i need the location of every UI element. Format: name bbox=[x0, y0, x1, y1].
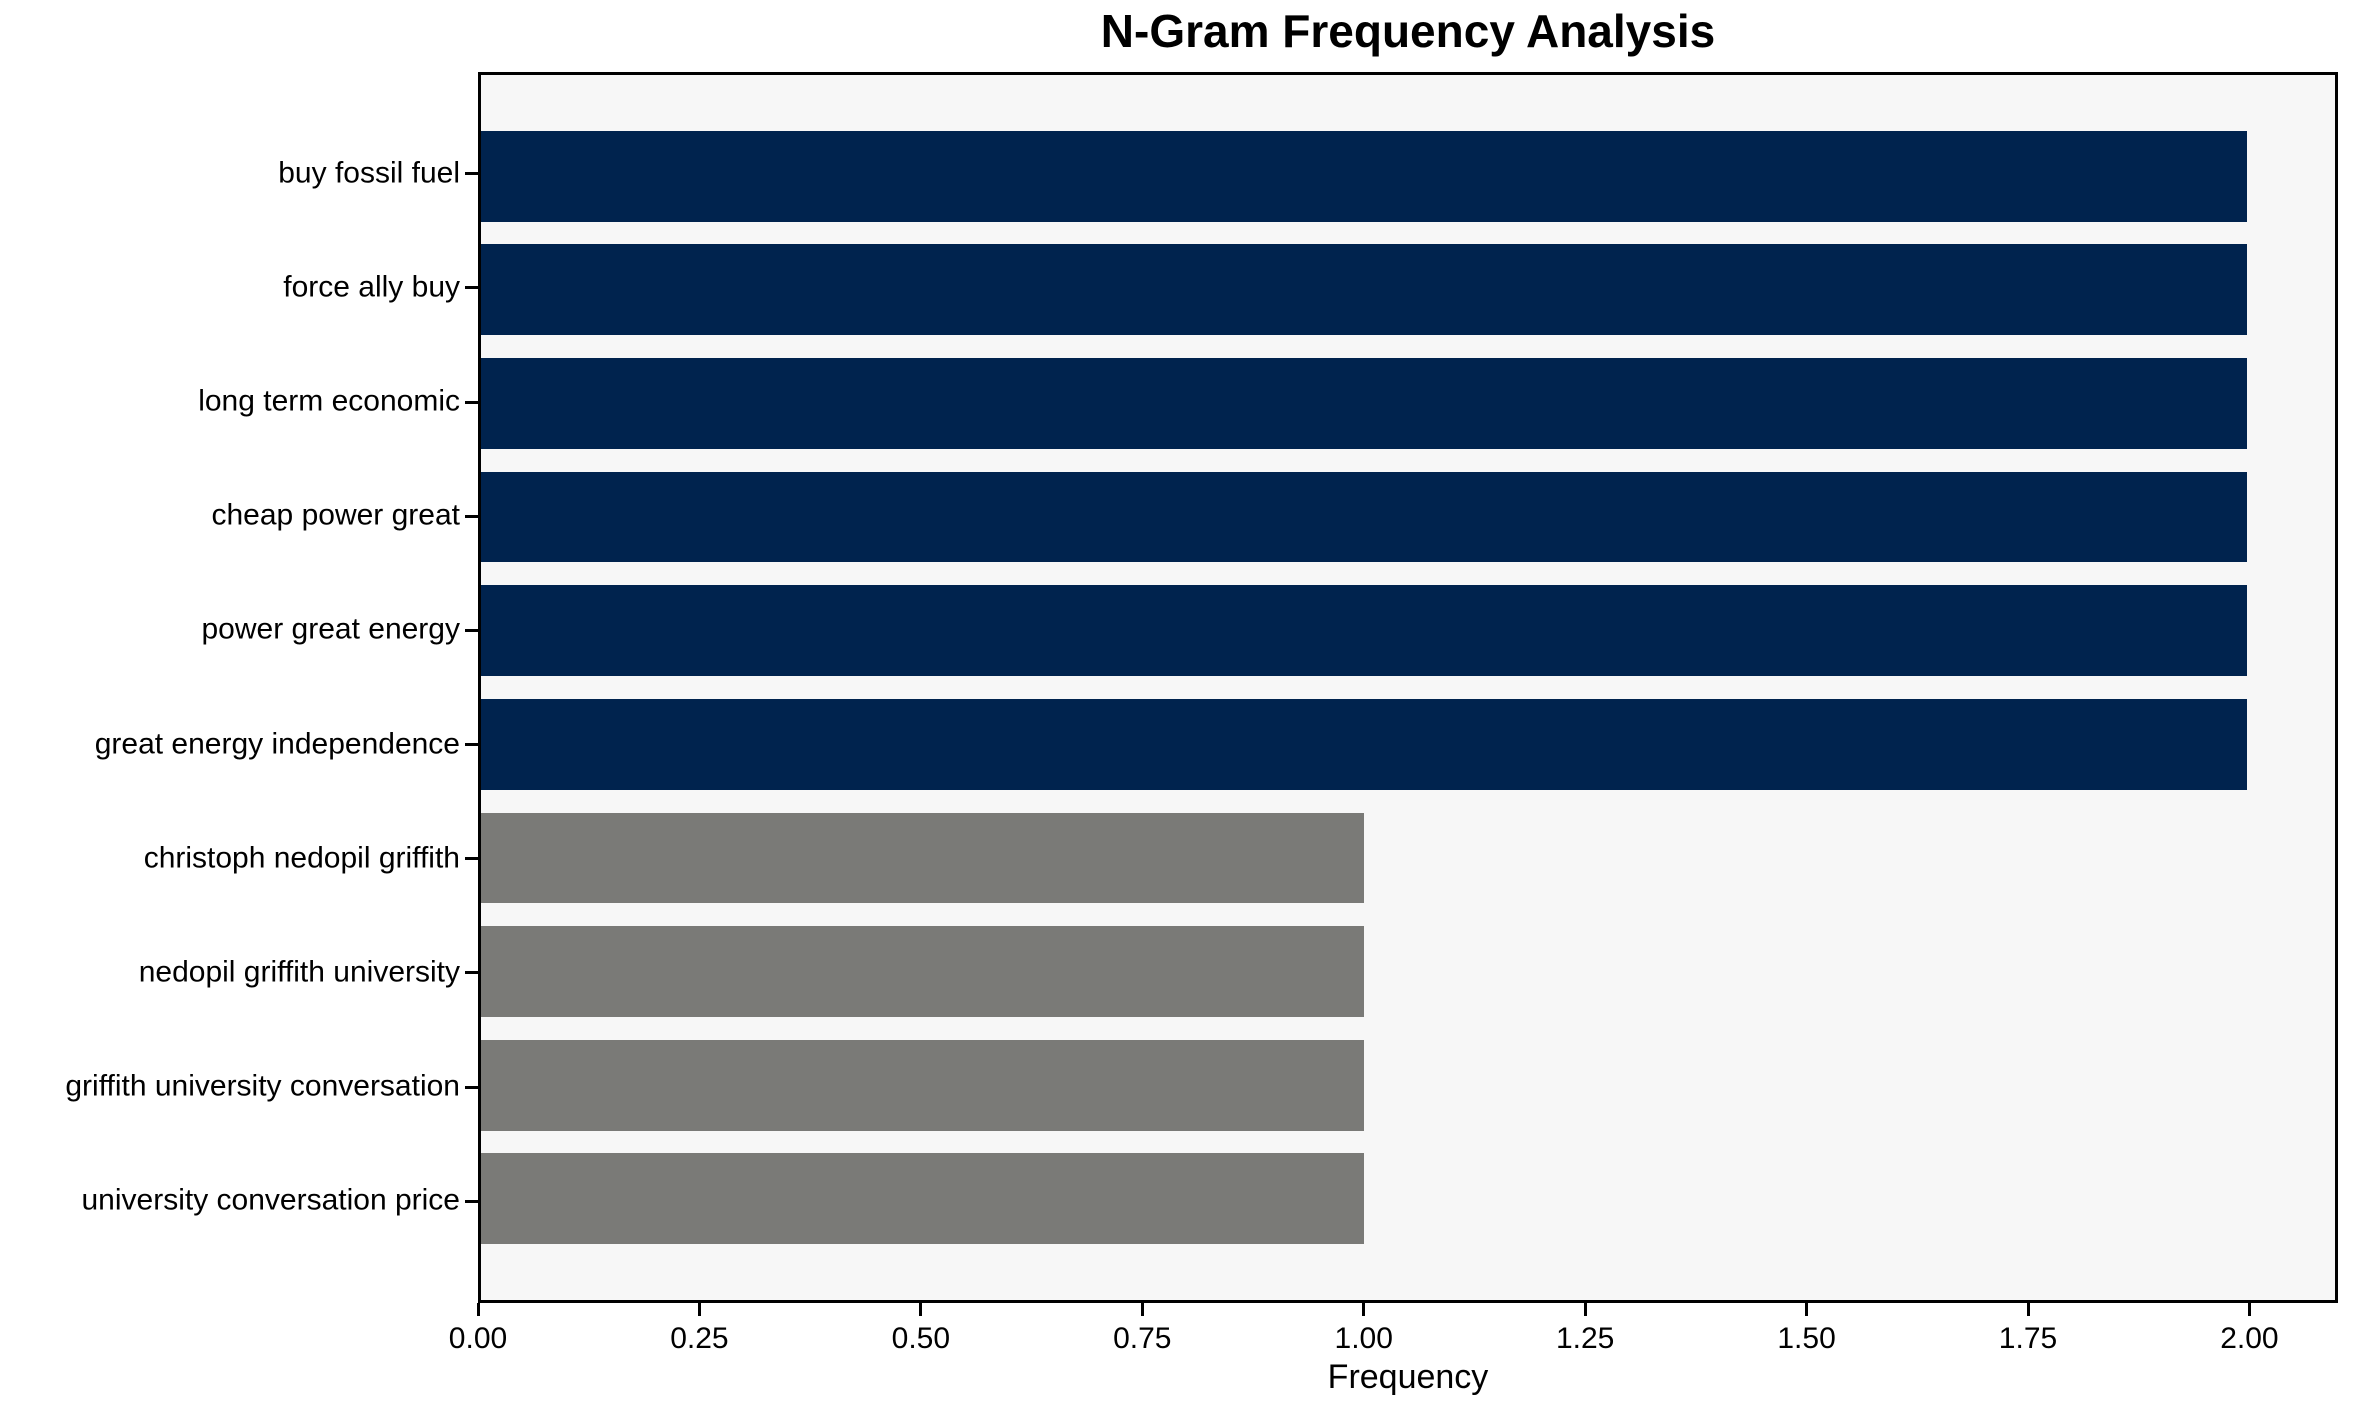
x-tick-mark bbox=[1140, 1303, 1144, 1316]
y-tick-label: long term economic bbox=[198, 384, 460, 418]
x-tick-label: 1.50 bbox=[1777, 1322, 1836, 1355]
x-tick-label: 1.75 bbox=[1998, 1322, 2058, 1355]
x-tick-label: 0.25 bbox=[670, 1322, 729, 1355]
y-tick-mark bbox=[465, 971, 478, 975]
y-tick-mark bbox=[465, 172, 478, 176]
y-tick-mark bbox=[465, 1199, 478, 1203]
y-tick-mark bbox=[465, 628, 478, 632]
x-tick-label: 0.00 bbox=[448, 1322, 508, 1355]
y-tick-label: griffith university conversation bbox=[65, 1069, 460, 1103]
bar-force-ally-buy bbox=[481, 244, 2247, 336]
y-tick-mark bbox=[465, 1085, 478, 1089]
bar-nedopil-griffith-university bbox=[481, 926, 1364, 1018]
plot-area bbox=[478, 72, 2338, 1303]
bar-christoph-nedopil-griffith bbox=[481, 812, 1364, 904]
y-tick-label: christoph nedopil griffith bbox=[143, 841, 460, 875]
x-tick-mark bbox=[2026, 1303, 2030, 1316]
x-tick-mark bbox=[476, 1303, 480, 1316]
y-tick-mark bbox=[465, 514, 478, 518]
x-axis-title: Frequency bbox=[1327, 1358, 1489, 1396]
y-tick-mark bbox=[465, 400, 478, 404]
y-tick-mark bbox=[465, 857, 478, 861]
y-tick-label: cheap power great bbox=[211, 498, 461, 532]
x-tick-label: 1.00 bbox=[1334, 1322, 1393, 1355]
y-tick-label: nedopil griffith university bbox=[138, 955, 460, 989]
x-tick-mark bbox=[697, 1303, 701, 1316]
x-tick-label: 0.50 bbox=[891, 1322, 951, 1355]
y-tick-mark bbox=[465, 743, 478, 747]
y-tick-label: power great energy bbox=[201, 612, 461, 646]
bar-griffith-university-conversation bbox=[481, 1039, 1364, 1131]
bar-cheap-power-great bbox=[481, 471, 2247, 563]
bar-power-great-energy bbox=[481, 585, 2247, 677]
x-tick-label: 2.00 bbox=[2220, 1322, 2279, 1355]
x-tick-label: 0.75 bbox=[1113, 1322, 1172, 1355]
x-tick-mark bbox=[1583, 1303, 1587, 1316]
bar-great-energy-independence bbox=[481, 698, 2247, 790]
y-tick-label: great energy independence bbox=[94, 726, 460, 760]
bar-university-conversation-price bbox=[481, 1153, 1364, 1245]
x-tick-mark bbox=[1362, 1303, 1366, 1316]
bar-buy-fossil-fuel bbox=[481, 130, 2247, 222]
y-tick-label: buy fossil fuel bbox=[278, 155, 460, 189]
y-tick-label: university conversation price bbox=[81, 1183, 460, 1217]
y-tick-mark bbox=[465, 286, 478, 290]
y-tick-label: force ally buy bbox=[283, 270, 460, 304]
chart-title: N-Gram Frequency Analysis bbox=[1100, 5, 1716, 57]
bar-long-term-economic bbox=[481, 357, 2247, 449]
x-tick-mark bbox=[919, 1303, 923, 1316]
x-tick-label: 1.25 bbox=[1555, 1322, 1615, 1355]
x-tick-mark bbox=[2247, 1303, 2251, 1316]
x-tick-mark bbox=[1805, 1303, 1809, 1316]
